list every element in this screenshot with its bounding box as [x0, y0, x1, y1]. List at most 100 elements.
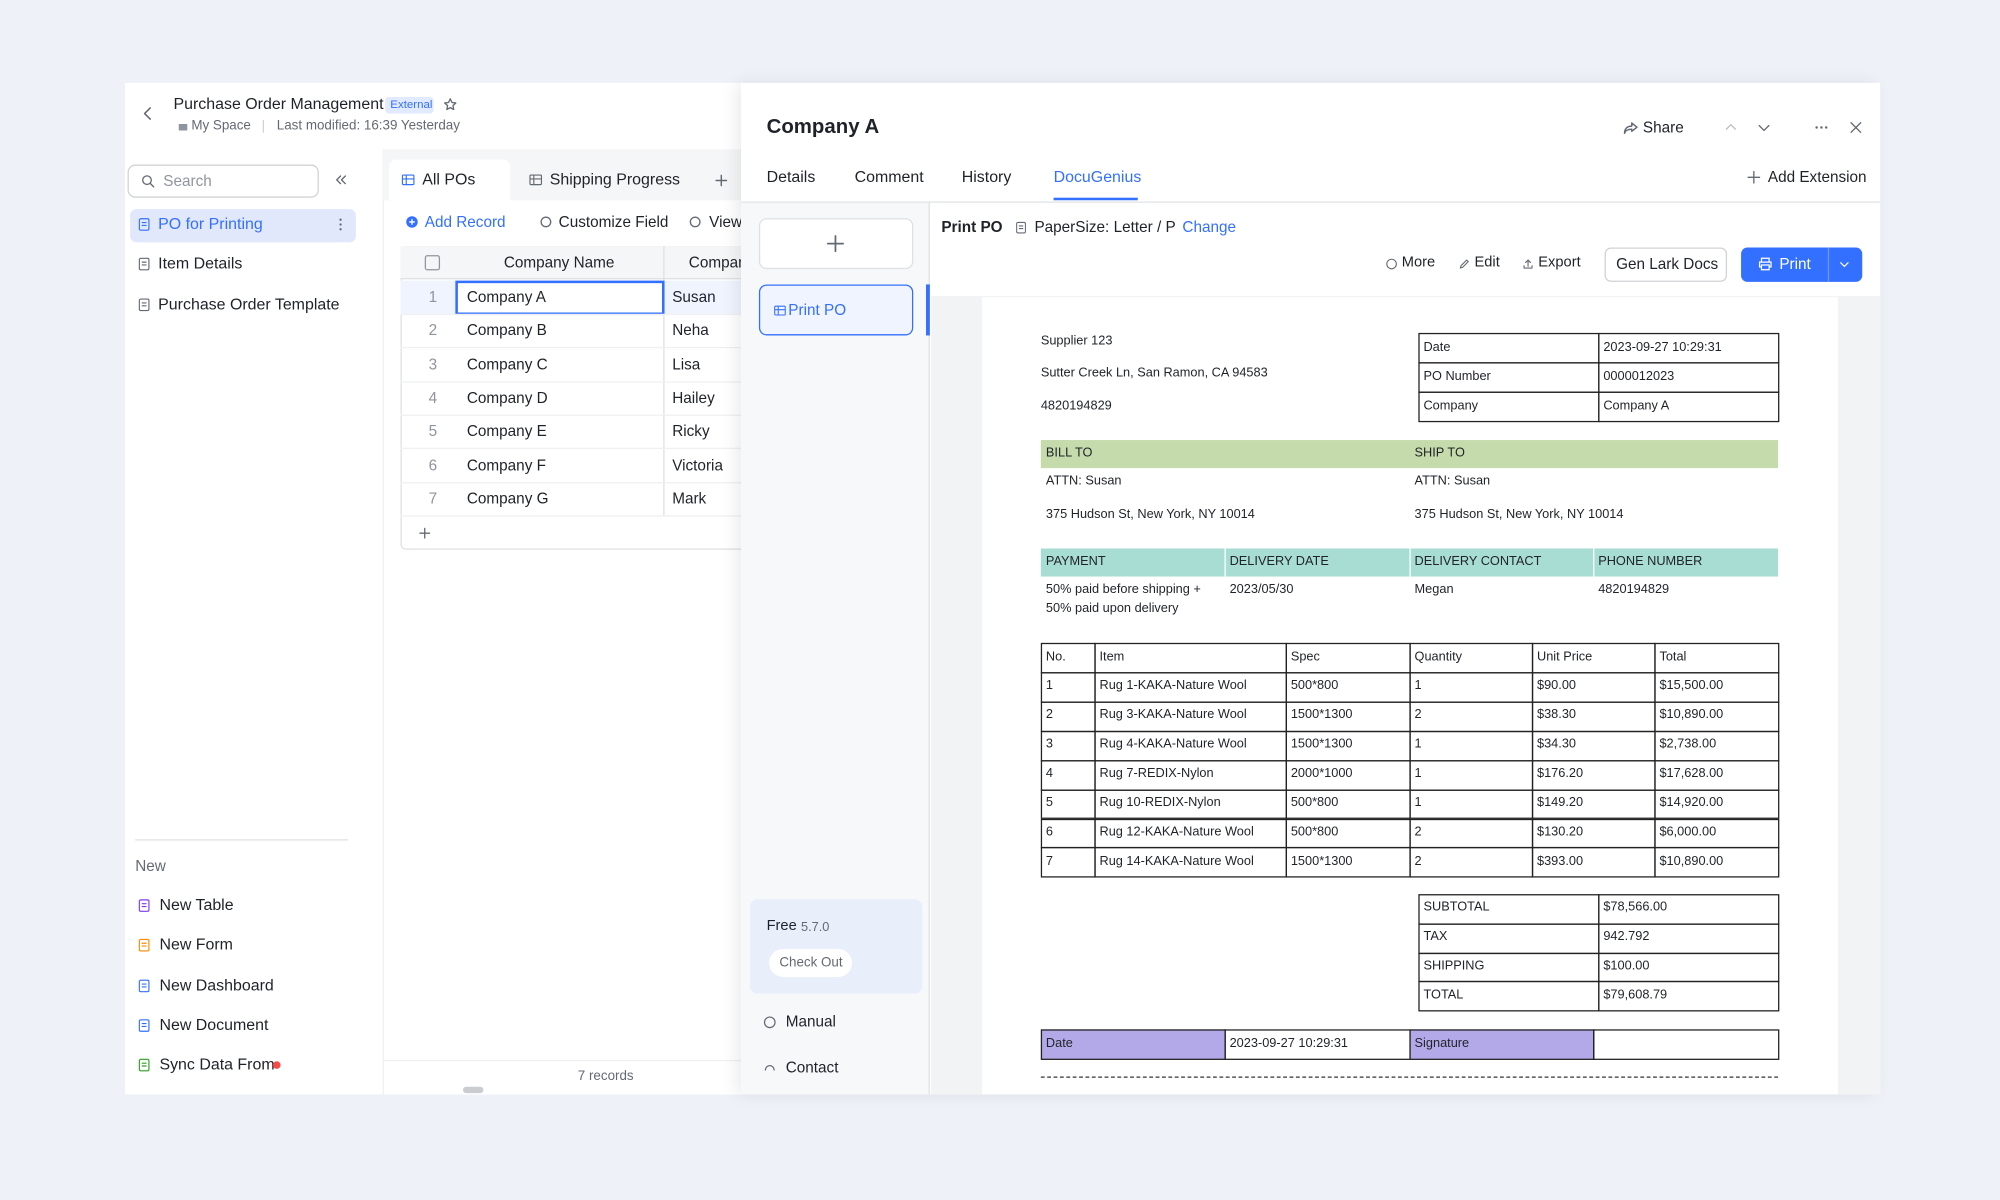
- export-button[interactable]: Export: [1538, 255, 1581, 271]
- separator: [1593, 548, 1595, 577]
- tab-underline: [1053, 197, 1138, 201]
- share-button[interactable]: Share: [1642, 118, 1684, 137]
- cell-text: 4: [1045, 766, 1054, 781]
- panel-tab[interactable]: DocuGenius: [1053, 167, 1142, 186]
- cell-text: $149.20: [1536, 795, 1584, 811]
- icon: [1758, 257, 1772, 271]
- cell-text: $90.00: [1536, 679, 1577, 694]
- cell[interactable]: Company E: [466, 422, 547, 441]
- scrollbar: [463, 1086, 484, 1094]
- panel-tab[interactable]: Details: [766, 167, 816, 186]
- cell-text: $34.30: [1536, 737, 1577, 752]
- close[interactable]: [1848, 120, 1863, 135]
- cell[interactable]: Company B: [466, 321, 547, 340]
- cell[interactable]: Company A: [466, 288, 546, 306]
- divider: [262, 119, 265, 133]
- cell-text: 1500*1300: [1290, 854, 1353, 869]
- cell[interactable]: Lisa: [672, 355, 701, 373]
- cell[interactable]: Company G: [466, 489, 549, 508]
- gen-button[interactable]: [1604, 247, 1728, 282]
- doc-cell: [1409, 759, 1534, 791]
- cell[interactable]: Neha: [672, 321, 709, 340]
- nav-item[interactable]: Purchase Order Template: [158, 295, 340, 314]
- cell-text: 2: [1414, 854, 1422, 869]
- row-number: 2: [428, 321, 438, 340]
- cell-text: $176.20: [1536, 766, 1584, 781]
- icon: [1015, 221, 1026, 233]
- title: Purchase Order Management: [173, 95, 384, 113]
- cell-text: 0000012023: [1603, 369, 1675, 384]
- row-number: 6: [428, 455, 438, 474]
- cell-text: Rug 12-KAKA-Nature Wool: [1099, 825, 1254, 840]
- manual-link[interactable]: Manual: [785, 1012, 836, 1031]
- cell[interactable]: Victoria: [672, 455, 723, 474]
- nav-item[interactable]: PO for Printing: [158, 214, 263, 233]
- cell[interactable]: Hailey: [672, 388, 715, 407]
- doc-toolbar: [931, 202, 1881, 296]
- badge-text: External: [390, 97, 433, 111]
- edit-button[interactable]: Edit: [1474, 255, 1500, 271]
- panel-tab[interactable]: Comment: [854, 167, 924, 186]
- cell-text: Rug 3-KAKA-Nature Wool: [1099, 708, 1247, 723]
- doc-cell: [1654, 847, 1780, 878]
- more[interactable]: [1814, 120, 1829, 135]
- add-extension[interactable]: Add Extension: [1767, 168, 1867, 186]
- cell[interactable]: Ricky: [672, 422, 710, 441]
- badge: [385, 96, 434, 114]
- new-item[interactable]: New Document: [159, 1015, 269, 1034]
- active-indicator: [926, 284, 930, 336]
- prev[interactable]: [1723, 120, 1738, 135]
- cell-text: Date: [1423, 339, 1451, 354]
- change-link[interactable]: Change: [1182, 217, 1237, 236]
- add-view[interactable]: [712, 172, 729, 189]
- toolbar-button[interactable]: Customize Field: [558, 212, 669, 231]
- cell-text: TAX: [1423, 930, 1448, 945]
- cell-text: Signature: [1414, 1036, 1470, 1051]
- separator: [1224, 548, 1226, 577]
- icon: [1386, 258, 1397, 270]
- more-button[interactable]: More: [1401, 255, 1436, 271]
- toolbar-button[interactable]: Add Record: [424, 212, 506, 231]
- cell-text: Rug 4-KAKA-Nature Wool: [1099, 737, 1247, 752]
- view-tab[interactable]: All POs: [422, 170, 476, 189]
- new-item[interactable]: Sync Data From: [159, 1055, 275, 1074]
- nav-item[interactable]: Item Details: [158, 254, 243, 273]
- next[interactable]: [1756, 120, 1771, 135]
- row-number: 1: [428, 288, 438, 306]
- cell[interactable]: Mark: [672, 489, 707, 508]
- cell-text: 942.792: [1603, 930, 1650, 945]
- collapse[interactable]: [333, 172, 348, 187]
- new-item[interactable]: New Table: [159, 896, 234, 914]
- row-line: [400, 447, 742, 450]
- contact-link[interactable]: Contact: [785, 1058, 839, 1077]
- star[interactable]: [443, 97, 458, 112]
- new-item[interactable]: New Dashboard: [159, 976, 274, 995]
- row-line: [400, 347, 742, 349]
- doc-cell: [1409, 789, 1534, 820]
- cell[interactable]: Company F: [466, 455, 546, 474]
- back-button[interactable]: [139, 105, 157, 123]
- doc-cell: [1409, 1029, 1595, 1060]
- cell-text: $15,500.00: [1659, 679, 1724, 694]
- new-item[interactable]: New Form: [159, 935, 233, 954]
- cell-text: Company: [1423, 398, 1479, 413]
- cell[interactable]: Susan: [672, 288, 716, 306]
- add-row[interactable]: [417, 526, 432, 541]
- plan-card: [749, 899, 923, 994]
- cell[interactable]: Company C: [466, 355, 548, 373]
- cell-text: $130.20: [1536, 825, 1584, 840]
- search-box[interactable]: [127, 164, 319, 198]
- cell[interactable]: Company D: [466, 388, 548, 407]
- cell-text: Company A: [1603, 398, 1670, 413]
- icon: [138, 899, 150, 912]
- panel-tab[interactable]: History: [961, 167, 1012, 186]
- tab-active: [389, 159, 511, 201]
- toolbar-button[interactable]: View: [709, 212, 743, 231]
- section-label: New: [135, 856, 166, 875]
- icon: [763, 1015, 776, 1028]
- checkbox[interactable]: [424, 255, 441, 271]
- view-tab[interactable]: Shipping Progress: [549, 170, 681, 189]
- check-out[interactable]: [769, 948, 853, 978]
- doc-cell: [1409, 818, 1534, 849]
- version: 5.7.0: [801, 920, 830, 935]
